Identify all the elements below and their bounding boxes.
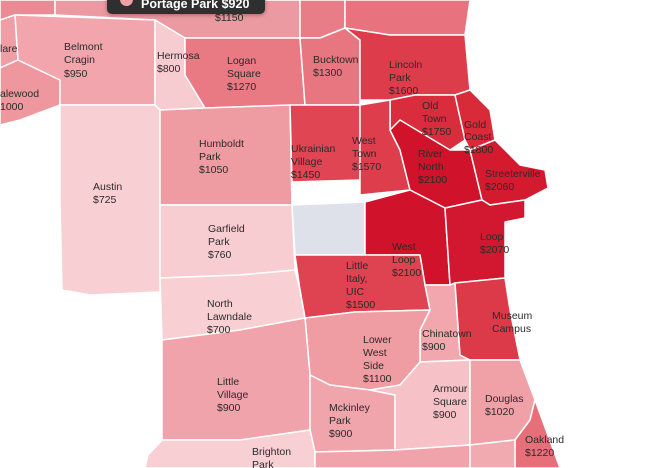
label-ukrainian-name-2: Village [291, 156, 322, 168]
label-oakland-price: $1220 [525, 447, 554, 459]
label-oakland-name: Oakland [525, 434, 564, 446]
label-armour-name-2: Square [433, 396, 467, 408]
label-lincoln-price: $1600 [389, 85, 418, 97]
label-bucktown-name: Bucktown [313, 54, 359, 66]
label-belmont-price: $950 [64, 68, 88, 80]
label-littleitaly-price: $1500 [346, 299, 375, 311]
label-loop-name: Loop [480, 231, 504, 243]
region-bottom-right[interactable] [469, 439, 516, 468]
label-mckinley-price: $900 [329, 428, 353, 440]
label-oldtown-price: $1750 [422, 126, 451, 138]
label-armour-price: $900 [433, 409, 457, 421]
tooltip-color-dot [120, 0, 133, 6]
label-northlawndale-price: $700 [207, 324, 231, 336]
region-humboldt-park[interactable] [159, 104, 293, 206]
label-littlevillage-name-1: Little [217, 376, 239, 388]
label-rivernorth-name-2: North [418, 161, 444, 173]
label-northlawndale-name-1: North [207, 298, 233, 310]
label-lincoln-name-2: Park [389, 72, 411, 84]
hover-tooltip: Portage Park $920 [107, 0, 265, 14]
label-littleitaly-name-2: Italy, [346, 273, 367, 285]
label-mckinley-name-2: Park [329, 415, 351, 427]
label-brighton-name-2: Park [252, 459, 274, 468]
label-lincoln-name-1: Lincoln [389, 59, 422, 71]
label-logan-name-2: Square [227, 68, 261, 80]
label-littlevillage-name-2: Village [217, 389, 248, 401]
label-lowerwest-name-2: West [363, 347, 387, 359]
label-museum-name-2: Campus [492, 323, 531, 335]
label-lowerwest-price: $1100 [363, 373, 392, 385]
label-chinatown-price: $900 [422, 341, 446, 353]
label-goldcoast-name-1: Gold [464, 119, 486, 131]
neighborhood-regions [0, 0, 561, 468]
label-douglas-name: Douglas [485, 393, 524, 405]
label-littleitaly-name-3: UIC [346, 286, 365, 298]
label-lowerwest-name-1: Lower [363, 334, 392, 346]
label-westtown-price: $1570 [352, 161, 381, 173]
tooltip-text: Portage Park $920 [141, 0, 250, 11]
region-no-data[interactable] [291, 201, 366, 256]
label-goldcoast-price: $1800 [464, 144, 493, 156]
label-westloop-name-2: Loop [392, 254, 416, 266]
label-westtown-name-1: West [352, 135, 376, 147]
label-top-strip-price: $1150 [215, 12, 244, 24]
label-streeterville-price: $2060 [485, 181, 514, 193]
label-mckinley-name-1: Mckinley [329, 402, 371, 414]
neighborhood-labels: $1150 lare alewood 1000 Belmont Cragin $… [0, 12, 564, 468]
label-clare-name: lare [0, 43, 18, 55]
label-streeterville-name: Streeterville [485, 168, 541, 180]
label-hermosa-name: Hermosa [157, 50, 200, 62]
label-ukrainian-price: $1450 [291, 169, 320, 181]
label-humboldt-name-2: Park [199, 151, 221, 163]
label-belmont-name-2: Cragin [64, 54, 95, 66]
label-bucktown-price: $1300 [313, 67, 342, 79]
label-littleitaly-name-1: Little [346, 260, 368, 272]
label-chinatown-name: Chinatown [422, 328, 472, 340]
label-garfield-name-2: Park [208, 236, 230, 248]
label-edgewater-price: 1000 [0, 101, 24, 113]
label-oldtown-name-2: Town [422, 113, 447, 125]
label-logan-name-1: Logan [227, 55, 256, 67]
label-westloop-name-1: West [392, 241, 416, 253]
label-westtown-name-2: Town [352, 148, 377, 160]
label-edgewater-name: alewood [0, 88, 39, 100]
lake-michigan [470, 0, 654, 468]
label-humboldt-price: $1050 [199, 164, 228, 176]
label-rivernorth-price: $2100 [418, 174, 447, 186]
label-douglas-price: $1020 [485, 406, 514, 418]
label-oldtown-name-1: Old [422, 100, 439, 112]
label-museum-name-1: Museum [492, 310, 533, 322]
label-hermosa-price: $800 [157, 63, 181, 75]
region-top-right-b[interactable] [344, 0, 471, 36]
label-logan-price: $1270 [227, 81, 256, 93]
label-loop-price: $2070 [480, 244, 509, 256]
label-brighton-name-1: Brighton [252, 446, 291, 458]
label-lowerwest-name-3: Side [363, 360, 384, 372]
label-austin-name: Austin [93, 181, 122, 193]
label-northlawndale-name-2: Lawndale [207, 311, 252, 323]
region-austin[interactable] [59, 104, 161, 296]
label-austin-price: $725 [93, 194, 117, 206]
label-goldcoast-name-2: Coast [464, 131, 492, 143]
label-littlevillage-price: $900 [217, 402, 241, 414]
label-ukrainian-name-1: Ukrainian [291, 143, 336, 155]
label-armour-name-1: Armour [433, 383, 468, 395]
label-garfield-name-1: Garfield [208, 223, 245, 235]
label-garfield-price: $760 [208, 249, 232, 261]
label-humboldt-name-1: Humboldt [199, 138, 244, 150]
label-belmont-name-1: Belmont [64, 41, 103, 53]
label-rivernorth-name-1: River [418, 148, 443, 160]
label-westloop-price: $2100 [392, 267, 421, 279]
